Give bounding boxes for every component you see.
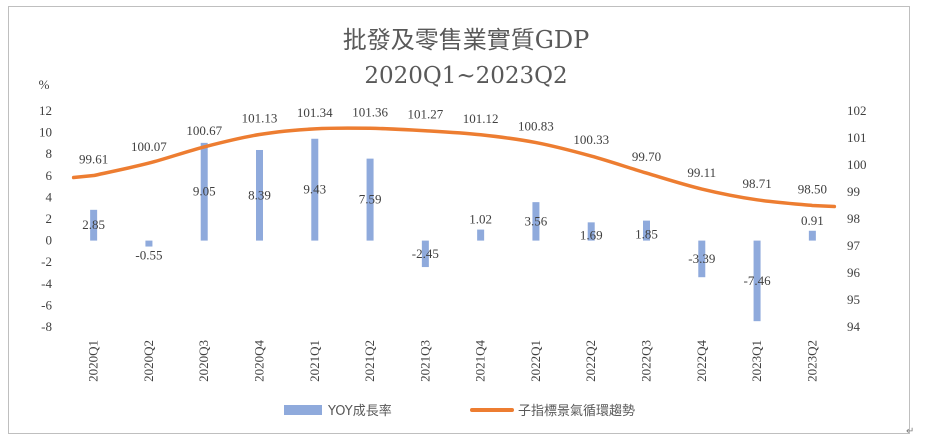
line-data-label: 99.11	[687, 165, 716, 180]
line-data-label: 101.34	[297, 105, 333, 120]
chart-subtitle: 2020Q1~2023Q2	[364, 63, 567, 89]
bar-data-label: 1.85	[635, 227, 658, 242]
y-right-axis: 94 95 96 97 98 99 100 101 102	[847, 103, 867, 334]
line-data-label: 98.71	[742, 176, 771, 191]
bar-data-label: -0.55	[135, 248, 162, 263]
bar	[90, 209, 98, 241]
line-data-label: 98.50	[798, 182, 827, 197]
x-tick-label: 2021Q1	[307, 340, 322, 382]
bar-data-label: 3.56	[525, 213, 548, 228]
y-left-tick-label: -6	[41, 297, 52, 312]
bar-data-label: 9.43	[303, 182, 326, 197]
x-tick-label: 2022Q3	[639, 340, 654, 382]
line-data-label: 101.27	[407, 107, 443, 122]
y-left-tick-label: 10	[39, 125, 52, 140]
x-tick-label: 2023Q2	[804, 340, 819, 382]
y-right-tick-label: 97	[847, 238, 861, 253]
bar-data-labels: 2.85 -0.55 9.05 8.39 9.43 7.59 -2.45 1.02 3.56 1.…	[82, 182, 823, 288]
line-data-label: 101.12	[463, 111, 499, 126]
bar	[643, 220, 650, 241]
bar-data-label: 8.39	[248, 187, 271, 202]
y-left-tick-label: 4	[46, 189, 53, 204]
line-data-label: 99.70	[632, 149, 661, 164]
line-data-label: 99.61	[79, 152, 108, 167]
bar-data-label: -3.39	[688, 251, 715, 266]
chart-title: 批發及零售業實質GDP	[343, 26, 590, 54]
x-tick-label: 2020Q2	[141, 340, 156, 382]
bar-data-label: -7.46	[744, 273, 772, 288]
line-data-label: 100.07	[131, 139, 167, 154]
x-tick-label: 2020Q1	[86, 340, 101, 382]
bar-data-label: 1.02	[469, 212, 492, 227]
y-left-unit: %	[39, 77, 50, 92]
x-tick-label: 2020Q3	[196, 340, 211, 382]
x-tick-label: 2021Q4	[473, 340, 488, 382]
line-data-label: 101.13	[242, 110, 278, 125]
x-axis: 2020Q1 2020Q2 2020Q3 2020Q4 2021Q1 2021Q2 2021…	[86, 340, 820, 382]
y-left-tick-label: -4	[41, 276, 52, 291]
bar	[256, 149, 263, 241]
x-tick-label: 2022Q2	[583, 340, 598, 382]
x-tick-label: 2020Q4	[252, 340, 267, 382]
y-right-tick-label: 98	[847, 211, 860, 226]
y-left-tick-label: 2	[46, 211, 53, 226]
bar	[200, 142, 208, 241]
y-right-tick-label: 95	[847, 292, 860, 307]
bar-data-label: 0.91	[801, 213, 824, 228]
bar	[753, 240, 761, 322]
bar-series	[90, 138, 816, 322]
paragraph-mark-icon: ↵	[906, 426, 915, 437]
line-data-label: 100.33	[573, 132, 609, 147]
x-tick-label: 2022Q4	[694, 340, 709, 382]
y-left-tick-label: 0	[46, 233, 53, 248]
x-tick-label: 2022Q1	[528, 340, 543, 382]
bar	[698, 240, 706, 278]
y-right-tick-label: 102	[847, 103, 867, 118]
legend-label-line: 子指標景氣循環趨勢	[518, 404, 635, 419]
bar	[421, 240, 429, 268]
y-left-tick-label: -8	[41, 319, 52, 334]
y-left-axis: -8 -6 -4 -2 0 2 4 6 8 10 12	[39, 103, 53, 334]
bar-data-label: 9.05	[193, 184, 216, 199]
line-series	[71, 126, 837, 209]
legend-swatch-bar	[284, 405, 322, 415]
x-tick-label: 2023Q1	[749, 340, 764, 382]
bar-data-label: 2.85	[82, 217, 105, 232]
line-data-label: 100.83	[518, 119, 554, 134]
chart-frame	[8, 6, 910, 434]
x-tick-label: 2021Q3	[417, 340, 432, 382]
line-data-label: 100.67	[186, 123, 222, 138]
bar-data-label: -2.45	[412, 246, 439, 261]
y-left-tick-label: 8	[46, 146, 53, 161]
line-data-label: 101.36	[352, 104, 388, 119]
bar	[477, 229, 485, 241]
y-left-tick-label: 12	[39, 103, 52, 118]
bar-data-label: 1.69	[580, 227, 603, 242]
bar	[145, 240, 153, 247]
bar	[587, 222, 595, 241]
line-data-labels: 99.61 100.07 100.67 101.13 101.34 101.36 101.2…	[79, 104, 827, 196]
y-right-tick-label: 96	[847, 265, 861, 280]
y-right-tick-label: 101	[847, 130, 867, 145]
bar	[808, 230, 816, 241]
trend-line	[71, 126, 837, 209]
bar-data-label: 7.59	[359, 192, 382, 207]
bar	[366, 158, 374, 241]
legend-label-bar: YOY成長率	[327, 403, 392, 419]
y-left-tick-label: 6	[46, 168, 53, 183]
y-right-tick-label: 99	[847, 184, 860, 199]
x-tick-label: 2021Q2	[362, 340, 377, 382]
bar	[311, 138, 319, 241]
y-right-tick-label: 100	[847, 157, 867, 172]
y-right-tick-label: 94	[847, 319, 861, 334]
legend: YOY成長率 子指標景氣循環趨勢	[284, 403, 635, 419]
y-left-tick-label: -2	[41, 254, 52, 269]
bar	[532, 202, 540, 241]
